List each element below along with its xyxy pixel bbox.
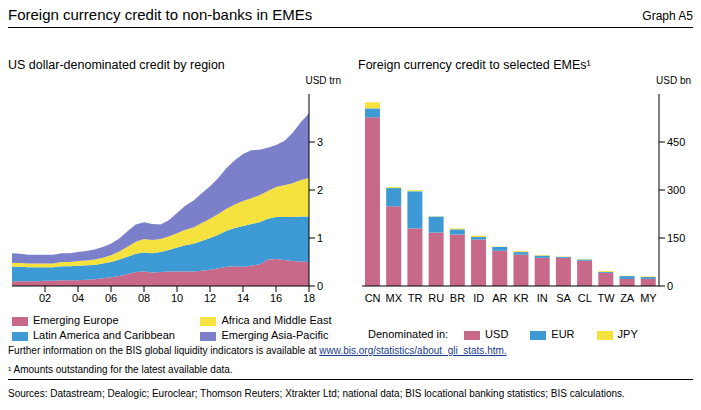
svg-text:12: 12 [204, 292, 216, 304]
svg-text:1: 1 [317, 232, 323, 244]
svg-text:RU: RU [428, 292, 444, 304]
svg-text:ID: ID [473, 292, 484, 304]
svg-text:CN: CN [365, 292, 381, 304]
svg-text:MY: MY [640, 292, 657, 304]
svg-text:SA: SA [556, 292, 571, 304]
svg-text:06: 06 [105, 292, 117, 304]
svg-text:BR: BR [450, 292, 465, 304]
svg-text:MX: MX [386, 292, 403, 304]
html-text:Further information on the BIS: Further information on the BIS global li… [8, 345, 507, 356]
svg-text:02: 02 [39, 292, 51, 304]
svg-text:10: 10 [171, 292, 183, 304]
svg-text:14: 14 [237, 292, 249, 304]
html-text:Africa and Middle East: Africa and Middle East [221, 314, 332, 326]
html-text:Emerging Europe: Emerging Europe [33, 314, 119, 326]
html-text:Foreign currency credit to non: Foreign currency credit to non-banks in … [8, 6, 313, 23]
svg-text:CL: CL [578, 292, 592, 304]
svg-text:150: 150 [667, 232, 685, 244]
svg-text:08: 08 [138, 292, 150, 304]
html-text:USD: USD [485, 328, 509, 340]
svg-text:16: 16 [270, 292, 282, 304]
svg-text:04: 04 [72, 292, 84, 304]
svg-text:IN: IN [537, 292, 548, 304]
html-text:Latin America and Caribbean: Latin America and Caribbean [33, 329, 175, 341]
svg-text:KR: KR [513, 292, 528, 304]
svg-text:0: 0 [667, 280, 673, 292]
svg-text:TW: TW [597, 292, 615, 304]
html-text:JPY: JPY [617, 328, 638, 340]
html-text:USD bn: USD bn [656, 75, 691, 86]
html-text:EUR: EUR [551, 328, 575, 340]
svg-text:18: 18 [303, 292, 315, 304]
svg-text:3: 3 [317, 136, 323, 148]
html-text:Denominated in:: Denominated in: [368, 328, 449, 340]
html-text:Graph A5: Graph A5 [642, 9, 693, 23]
html-text:¹ Amounts outstanding for the: ¹ Amounts outstanding for the latest ava… [8, 364, 233, 375]
html-text:Emerging Asia-Pacific: Emerging Asia-Pacific [221, 329, 329, 341]
svg-text:300: 300 [667, 184, 685, 196]
svg-text:2: 2 [317, 184, 323, 196]
svg-text:AR: AR [492, 292, 507, 304]
svg-text:0: 0 [317, 280, 323, 292]
html-text:Sources: Datastream; Dealogic;: Sources: Datastream; Dealogic; Euroclear… [8, 388, 625, 399]
svg-text:450: 450 [667, 136, 685, 148]
svg-text:ZA: ZA [620, 292, 635, 304]
html-text:USD trn: USD trn [305, 75, 341, 86]
html-text:US dollar-denominated credit b: US dollar-denominated credit by region [8, 58, 225, 72]
html-text:Foreign currency credit to sel: Foreign currency credit to selected EMEs… [358, 58, 591, 72]
svg-text:TR: TR [408, 292, 423, 304]
